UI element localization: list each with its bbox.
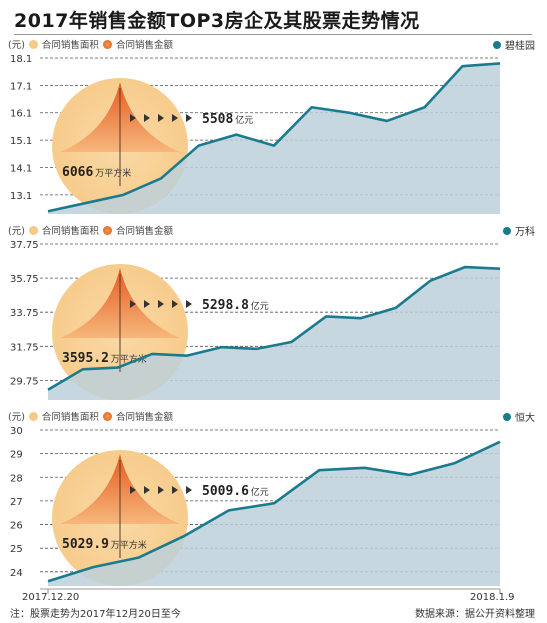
y-tick-label: 15.1 xyxy=(10,136,32,147)
chart-panel-vanke: (元) 合同销售面积 合同销售金额 万科 37.75 35.75 33.75 31.7… xyxy=(0,222,547,408)
y-tick-label: 30 xyxy=(10,426,23,437)
y-tick-label: 35.75 xyxy=(10,274,39,285)
arrow-marker xyxy=(186,114,192,122)
amount-legend-dot xyxy=(102,411,112,421)
chart-panel-evergrande: (元) 合同销售面积 合同销售金额 恒大 30 29 28 27 26 25 24 5009.… xyxy=(0,408,547,594)
area-legend-dot xyxy=(28,39,38,49)
arrow-marker xyxy=(172,114,178,122)
chart-panel-country-garden: (元) 合同销售面积 合同销售金额 碧桂园 18.1 17.1 16.1 15.1 14… xyxy=(0,36,547,222)
area-legend-dot xyxy=(28,225,38,235)
x-end-date: 2018.1.9 xyxy=(470,592,515,603)
sales-amount-value: 5508 xyxy=(202,112,233,127)
stock-area-fill xyxy=(48,267,500,400)
amount-legend-label: 合同销售金额 xyxy=(115,412,173,423)
company-name: 恒大 xyxy=(515,413,535,424)
sales-amount-value: 5009.6 xyxy=(202,484,249,499)
unit-label: (元) xyxy=(8,226,25,237)
company-tag: 恒大 xyxy=(503,409,535,424)
sales-area-value: 5029.9 xyxy=(62,537,109,552)
arrow-marker xyxy=(130,114,136,122)
y-tick-label: 13.1 xyxy=(10,191,32,202)
y-tick-label: 26 xyxy=(10,521,23,532)
chart-svg: 30 29 28 27 26 25 24 5009.6 亿元 5029.9 万平方米 xyxy=(10,426,501,594)
company-dot xyxy=(503,412,511,421)
y-tick-label: 27 xyxy=(10,497,23,508)
amount-legend-label: 合同销售金额 xyxy=(115,226,173,237)
panel-legend: (元) 合同销售面积 合同销售金额 xyxy=(8,37,173,51)
company-dot xyxy=(493,40,501,49)
footer-note: 注：股票走势为2017年12月20日至今 xyxy=(10,609,181,620)
sales-area-value: 6066 xyxy=(62,165,93,180)
y-tick-label: 29 xyxy=(10,450,23,461)
unit-label: (元) xyxy=(8,40,25,51)
x-start-date: 2017.12.20 xyxy=(22,592,80,603)
title-divider xyxy=(14,34,532,35)
sales-amount-unit: 亿元 xyxy=(251,300,269,312)
arrow-marker xyxy=(144,114,150,122)
area-legend-label: 合同销售面积 xyxy=(41,40,99,51)
sales-amount-unit: 亿元 xyxy=(251,486,269,498)
y-tick-label: 17.1 xyxy=(10,81,32,92)
company-name: 碧桂园 xyxy=(505,41,535,52)
arrow-marker xyxy=(130,486,136,494)
stock-area-fill xyxy=(48,63,500,214)
footer-source: 数据来源：据公开资料整理 xyxy=(415,609,535,620)
area-legend-label: 合同销售面积 xyxy=(41,226,99,237)
sales-area-unit: 万平方米 xyxy=(111,539,147,551)
amount-legend-label: 合同销售金额 xyxy=(115,40,173,51)
area-legend-label: 合同销售面积 xyxy=(41,412,99,423)
y-tick-label: 14.1 xyxy=(10,163,32,174)
amount-legend-dot xyxy=(102,225,112,235)
y-tick-label: 18.1 xyxy=(10,54,32,65)
arrow-marker xyxy=(186,486,192,494)
arrow-marker xyxy=(130,300,136,308)
y-tick-label: 31.75 xyxy=(10,342,39,353)
stock-price-line xyxy=(47,440,501,583)
y-tick-label: 37.75 xyxy=(10,240,39,251)
chart-svg: 37.75 35.75 33.75 31.75 29.75 5298.8 亿元 3595.2 万… xyxy=(10,240,501,400)
stock-price-line xyxy=(47,265,501,391)
page-title: 2017年销售金额TOP3房企及其股票走势情况 xyxy=(14,10,420,32)
area-legend-dot xyxy=(28,411,38,421)
arrow-marker xyxy=(186,300,192,308)
company-dot xyxy=(503,226,511,235)
arrow-marker xyxy=(158,114,164,122)
arrow-marker xyxy=(172,486,178,494)
panel-legend: (元) 合同销售面积 合同销售金额 xyxy=(8,409,173,423)
sales-amount-value: 5298.8 xyxy=(202,298,249,313)
arrow-marker xyxy=(144,486,150,494)
sales-amount-unit: 亿元 xyxy=(235,114,253,126)
y-tick-label: 28 xyxy=(10,473,23,484)
company-tag: 碧桂园 xyxy=(493,37,535,52)
y-tick-label: 24 xyxy=(10,568,23,579)
y-tick-label: 25 xyxy=(10,544,23,555)
arrow-marker xyxy=(144,300,150,308)
unit-label: (元) xyxy=(8,412,25,423)
stock-area-fill xyxy=(48,441,500,586)
company-name: 万科 xyxy=(515,227,535,238)
arrow-marker xyxy=(158,486,164,494)
amount-legend-dot xyxy=(102,39,112,49)
sales-area-unit: 万平方米 xyxy=(95,167,131,179)
panel-legend: (元) 合同销售面积 合同销售金额 xyxy=(8,223,173,237)
y-tick-label: 29.75 xyxy=(10,376,39,387)
arrow-marker xyxy=(158,300,164,308)
chart-svg: 18.1 17.1 16.1 15.1 14.1 13.1 5508 亿元 6066 万平方米 xyxy=(10,54,501,214)
stock-price-line xyxy=(47,62,501,213)
company-tag: 万科 xyxy=(503,223,535,238)
sales-area-value: 3595.2 xyxy=(62,351,109,366)
sales-area-unit: 万平方米 xyxy=(111,353,147,365)
y-tick-label: 16.1 xyxy=(10,109,32,120)
arrow-marker xyxy=(172,300,178,308)
y-tick-label: 33.75 xyxy=(10,308,39,319)
